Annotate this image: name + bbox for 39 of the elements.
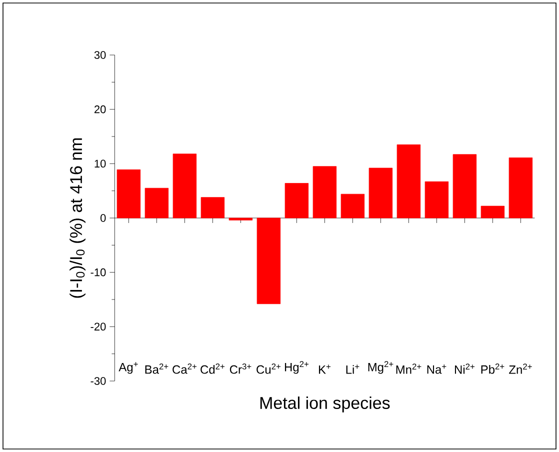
bar: [508, 157, 533, 218]
x-tick-label: Mg$^{2+}$: [368, 361, 394, 374]
bar: [312, 166, 337, 218]
x-tick-label: Hg$^{2+}$: [284, 361, 309, 374]
y-tick-label: -30: [90, 377, 106, 385]
x-tick-label: Pb$^{2+}$: [481, 363, 504, 374]
x-tick-label: Cu$^{2+}$: [256, 363, 281, 374]
y-tick-label: 20: [94, 105, 106, 114]
bar: [256, 218, 281, 304]
bar: [228, 218, 253, 220]
x-axis-title: Metal ion species: [260, 396, 390, 412]
y-tick-label: -20: [90, 322, 106, 331]
x-tick-label: Mn$^{2+}$: [396, 364, 422, 374]
x-tick-label: K$^{+}$: [318, 364, 331, 374]
x-tick-label: Ca$^{2+}$: [172, 363, 197, 374]
bar: [396, 144, 421, 218]
y-axis-title: (I-I$_{0}$)/I$_{0}$ (%) at 416 nm: [70, 138, 86, 298]
x-tick-label: Li$^{+}$: [346, 364, 360, 374]
bar: [424, 181, 449, 218]
bar: [480, 206, 505, 218]
bar: [144, 188, 169, 218]
bar: [116, 169, 141, 218]
bar: [200, 197, 225, 218]
bar: [172, 154, 197, 218]
y-tick-label: 30: [94, 51, 106, 59]
x-tick-label: Cr$^{3+}$: [230, 363, 252, 374]
x-tick-label: Ba$^{2+}$: [145, 363, 168, 374]
x-tick-label: Ni$^{2+}$: [454, 364, 474, 374]
bar: [340, 194, 365, 218]
x-tick-label: Zn$^{2+}$: [509, 364, 532, 374]
bar: [452, 154, 477, 218]
bar: [368, 168, 393, 218]
x-tick-label: Cd$^{2+}$: [200, 363, 225, 374]
x-tick-label: Ag$^{+}$: [118, 362, 138, 374]
y-tick-label: 0: [100, 214, 106, 222]
y-tick-label: -10: [90, 268, 106, 276]
y-tick-label: 10: [94, 160, 106, 168]
bar: [284, 183, 309, 218]
x-tick-label: Na$^{+}$: [427, 364, 446, 374]
